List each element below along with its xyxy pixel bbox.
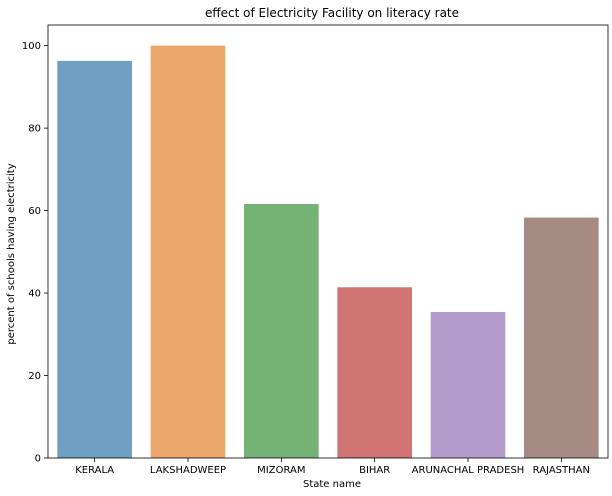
x-tick-label: KERALA bbox=[75, 465, 114, 476]
x-tick-label: BIHAR bbox=[359, 465, 390, 476]
bar-kerala bbox=[57, 60, 133, 459]
bar-arunachal-pradesh bbox=[430, 312, 506, 458]
x-axis-label: State name bbox=[303, 479, 361, 490]
bar-rajasthan bbox=[524, 217, 599, 458]
plot-frame bbox=[47, 24, 609, 459]
bar-mizoram bbox=[244, 203, 319, 458]
x-tick-label: MIZORAM bbox=[257, 465, 305, 476]
y-tick-label: 80 bbox=[28, 124, 41, 135]
x-tick-label: ARUNACHAL PRADESH bbox=[412, 465, 525, 476]
y-tick-label: 60 bbox=[28, 206, 41, 217]
x-tick-label: LAKSHADWEEP bbox=[150, 465, 226, 476]
y-axis-label: percent of schools having electricity bbox=[6, 163, 17, 344]
x-axis-ticks: KERALA LAKSHADWEEP MIZORAM BIHAR ARUNACHAL P… bbox=[75, 458, 590, 476]
y-tick-label: 100 bbox=[22, 41, 41, 52]
bar-lakshadweep bbox=[150, 45, 226, 458]
y-axis-ticks: 0 20 40 60 80 100 bbox=[22, 41, 48, 465]
y-tick-label: 0 bbox=[35, 454, 41, 465]
bars-group bbox=[57, 45, 599, 459]
y-tick-label: 20 bbox=[28, 371, 41, 382]
y-tick-label: 40 bbox=[28, 289, 41, 300]
chart-title: effect of Electricity Facility on litera… bbox=[205, 6, 459, 20]
bar-bihar bbox=[337, 287, 412, 458]
x-tick-label: RAJASTHAN bbox=[533, 465, 590, 476]
